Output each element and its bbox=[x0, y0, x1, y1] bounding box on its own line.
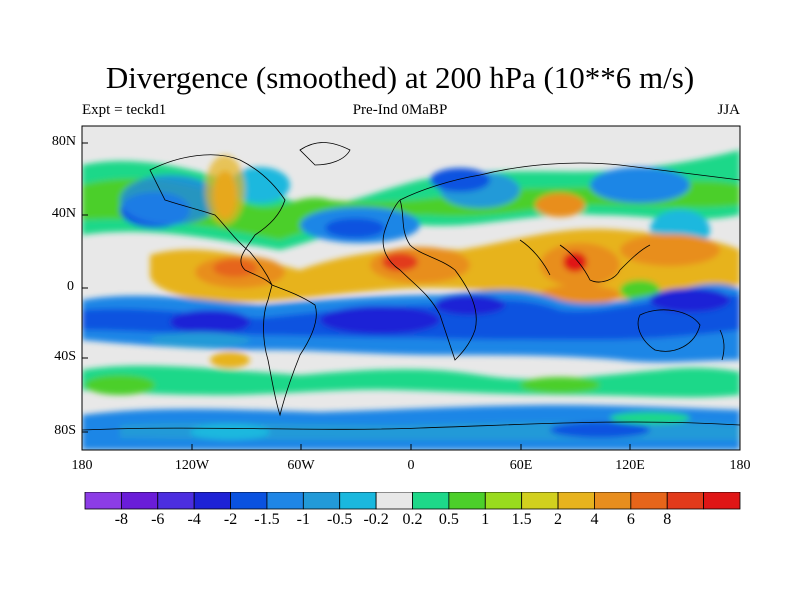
colorbar-swatch bbox=[84, 492, 122, 510]
lon-label-180w: 180 bbox=[71, 458, 93, 473]
lat-label-40n: 40N bbox=[51, 206, 76, 221]
colorbar-swatch bbox=[630, 492, 668, 510]
colorbar-swatch bbox=[193, 492, 231, 510]
colorbar-swatch bbox=[448, 492, 486, 510]
lon-label-180e: 180 bbox=[729, 458, 751, 473]
colorbar-swatch bbox=[230, 492, 268, 510]
colorbar-tick-label: 1 bbox=[481, 511, 490, 528]
colorbar-swatch bbox=[594, 492, 632, 510]
plot-title: Divergence (smoothed) at 200 hPa (10**6 … bbox=[105, 60, 695, 95]
experiment-label: Expt = teckd1 bbox=[82, 102, 167, 118]
colorbar-swatch bbox=[120, 492, 159, 510]
colorbar-swatch bbox=[266, 492, 304, 510]
lon-label-0: 0 bbox=[407, 458, 415, 473]
colorbar-tick-label: -2 bbox=[223, 511, 238, 528]
colorbar-tick-label: -0.2 bbox=[363, 511, 389, 528]
lat-label-80s: 80S bbox=[54, 423, 76, 438]
colorbar-swatch bbox=[157, 492, 195, 510]
colorbar-tick-label: -6 bbox=[151, 511, 165, 528]
colorbar-swatch bbox=[666, 492, 705, 510]
contour-field bbox=[82, 126, 740, 450]
colorbar-tick-label: -4 bbox=[187, 511, 201, 528]
colorbar-tick-label: 4 bbox=[590, 511, 599, 528]
colorbar-tick-label: -1 bbox=[296, 511, 310, 528]
lon-label-60w: 60W bbox=[287, 458, 315, 473]
colorbar bbox=[84, 492, 741, 510]
colorbar-tick-label: 6 bbox=[626, 511, 635, 528]
axis-ticks bbox=[81, 142, 741, 450]
period-label: Pre-Ind 0MaBP bbox=[352, 102, 448, 118]
colorbar-swatch bbox=[557, 492, 595, 510]
lat-label-80n: 80N bbox=[51, 134, 76, 149]
colorbar-swatch bbox=[302, 492, 341, 510]
colorbar-tick-label: -1.5 bbox=[254, 511, 280, 528]
colorbar-tick-label: 8 bbox=[663, 511, 672, 528]
colorbar-swatch bbox=[484, 492, 523, 510]
colorbar-swatch bbox=[521, 492, 559, 510]
colorbar-tick-label: -0.5 bbox=[327, 511, 353, 528]
colorbar-tick-label: 0.5 bbox=[438, 511, 459, 528]
lon-label-120w: 120W bbox=[174, 458, 210, 473]
colorbar-swatch bbox=[339, 492, 377, 510]
colorbar-tick-label: -8 bbox=[114, 511, 129, 528]
colorbar-tick-label: 0.2 bbox=[402, 511, 423, 528]
lat-label-0: 0 bbox=[67, 279, 74, 294]
colorbar-tick-label: 1.5 bbox=[511, 511, 532, 528]
colorbar-swatch bbox=[375, 492, 413, 510]
colorbar-tick-label: 2 bbox=[554, 511, 563, 528]
lat-label-40s: 40S bbox=[54, 349, 76, 364]
lon-label-60e: 60E bbox=[509, 458, 533, 473]
lon-label-120e: 120E bbox=[615, 458, 645, 473]
colorbar-swatch bbox=[703, 492, 741, 510]
coastlines bbox=[82, 142, 740, 431]
season-label: JJA bbox=[717, 102, 740, 118]
colorbar-swatch bbox=[412, 492, 450, 510]
